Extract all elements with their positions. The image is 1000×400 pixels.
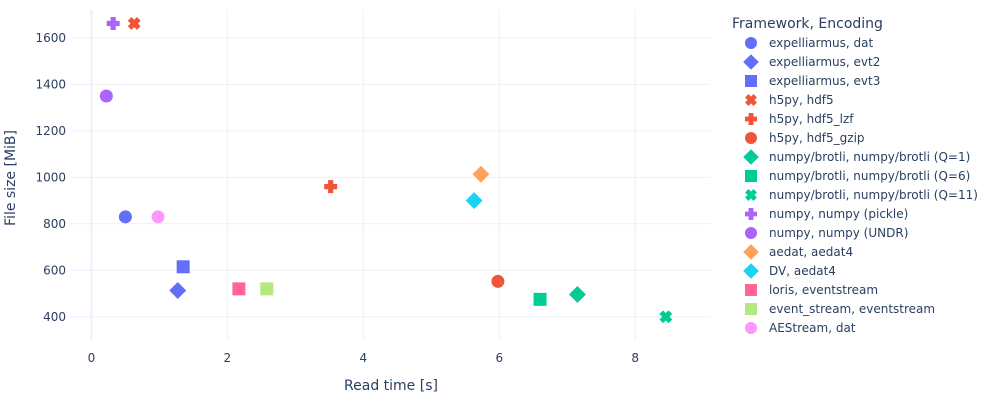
data-point [169,282,187,299]
grid [71,10,710,340]
legend-marker [745,75,757,87]
legend-item[interactable]: numpy/brotli, numpy/brotli (Q=1) [743,149,970,165]
x-tick-label: 6 [495,351,503,365]
legend-item[interactable]: AEStream, dat [745,321,856,335]
x-tick-label: 8 [631,351,639,365]
legend-marker [743,244,759,260]
x-axis-ticks: 0 2 4 6 8 [88,351,639,365]
legend-marker [745,284,757,296]
legend-label: numpy, numpy (pickle) [769,207,908,221]
data-point [659,310,673,324]
legend-item[interactable]: h5py, hdf5_gzip [745,131,865,145]
legend-marker [743,54,759,70]
y-tick-label: 1200 [35,124,66,138]
legend-label: h5py, hdf5_lzf [769,112,854,126]
legend-marker [745,322,757,334]
legend-label: numpy/brotli, numpy/brotli (Q=11) [769,188,978,202]
legend-marker [743,263,759,279]
legend-item[interactable]: expelliarmus, dat [745,36,873,50]
x-tick-label: 0 [88,351,96,365]
legend-item[interactable]: numpy, numpy (pickle) [745,207,908,221]
legend-label: numpy/brotli, numpy/brotli (Q=6) [769,169,970,183]
legend-item[interactable]: loris, eventstream [745,283,878,297]
y-tick-label: 800 [43,217,66,231]
legend-marker [745,303,757,315]
legend-label: numpy, numpy (UNDR) [769,226,908,240]
legend-label: expelliarmus, evt2 [769,55,880,69]
legend-marker [745,37,757,49]
data-point [324,180,338,194]
legend-item[interactable]: expelliarmus, evt3 [745,74,880,88]
legend-marker [745,94,757,106]
legend-label: aedat, aedat4 [769,245,853,259]
data-point [127,17,141,30]
data-point [232,282,246,296]
legend-marker [745,189,757,201]
legend-item[interactable]: numpy/brotli, numpy/brotli (Q=6) [745,169,970,183]
legend-item[interactable]: expelliarmus, evt2 [743,54,880,70]
y-tick-label: 600 [43,263,66,277]
data-point [99,89,113,103]
legend: Framework, Encoding expelliarmus, dat exp… [732,16,978,335]
legend-marker [745,113,757,125]
data-points [99,16,673,324]
y-tick-label: 1400 [35,77,66,91]
legend-item[interactable]: event_stream, eventstream [745,302,935,316]
legend-item[interactable]: numpy/brotli, numpy/brotli (Q=11) [743,187,978,204]
data-point [533,292,547,306]
x-axis-title: Read time [s] [344,378,438,394]
legend-label: h5py, hdf5_gzip [769,131,865,145]
legend-label: AEStream, dat [769,321,856,335]
data-point [176,260,190,274]
legend-label: h5py, hdf5 [769,93,834,107]
legend-marker [745,132,757,144]
legend-item[interactable]: numpy, numpy (UNDR) [745,226,908,240]
data-point [118,210,132,224]
data-point [472,165,490,183]
legend-marker [743,149,759,165]
data-point [260,282,274,296]
legend-label: expelliarmus, dat [769,36,873,50]
x-tick-label: 2 [224,351,232,365]
y-tick-label: 1600 [35,31,66,45]
legend-marker [745,170,757,182]
legend-label: numpy/brotli, numpy/brotli (Q=1) [769,150,970,164]
y-tick-label: 400 [43,310,66,324]
legend-title: Framework, Encoding [732,16,883,32]
legend-label: event_stream, eventstream [769,302,935,316]
data-point [465,192,483,210]
legend-marker [745,227,757,239]
legend-label: loris, eventstream [769,283,878,297]
data-point [568,286,586,303]
y-tick-label: 1000 [35,170,66,184]
data-point [151,210,165,224]
y-axis-ticks: 400 600 800 1000 1200 1400 1600 [35,31,66,324]
data-point [491,274,505,288]
legend-item[interactable]: DV, aedat4 [743,263,836,279]
legend-item[interactable]: aedat, aedat4 [743,244,853,260]
legend-label: DV, aedat4 [769,264,836,278]
legend-item[interactable]: h5py, hdf5 [743,92,834,109]
legend-item[interactable]: h5py, hdf5_lzf [745,112,854,126]
legend-label: expelliarmus, evt3 [769,74,880,88]
data-point [106,16,120,30]
x-tick-label: 4 [359,351,367,365]
legend-marker [745,208,757,220]
y-axis-title: File size [MiB] [3,130,19,226]
